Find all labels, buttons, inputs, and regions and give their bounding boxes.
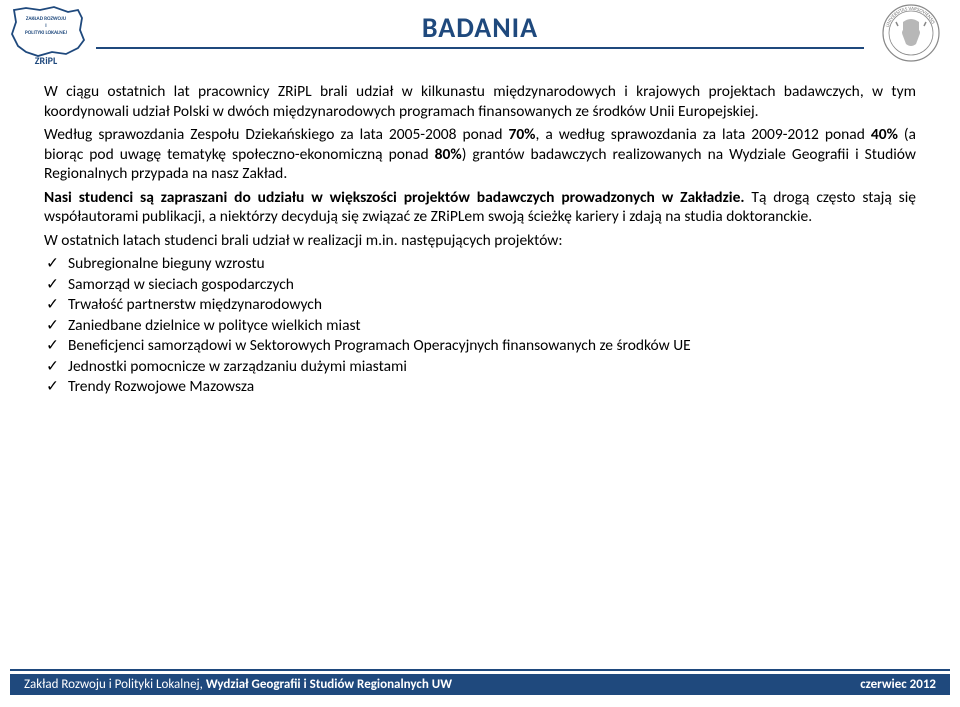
footer-date: czerwiec 2012 (860, 677, 936, 692)
page-title: BADANIA (0, 0, 960, 45)
check-icon: ✓ (46, 254, 59, 274)
check-icon: ✓ (46, 357, 59, 377)
footer-divider (10, 669, 950, 671)
list-item: ✓Beneficjenci samorządowi w Sektorowych … (46, 336, 916, 356)
check-icon: ✓ (46, 377, 59, 397)
footer-left: Zakład Rozwoju i Polityki Lokalnej, Wydz… (24, 677, 452, 692)
list-item: ✓Zaniedbane dzielnice w polityce wielkic… (46, 316, 916, 336)
title-underline (96, 47, 864, 49)
header: ZAKŁAD ROZWOJU I POLITYKI LOKALNEJ ZRiPL… (0, 0, 960, 68)
svg-text:ZRiPL: ZRiPL (35, 54, 58, 66)
footer: Zakład Rozwoju i Polityki Lokalnej, Wydz… (0, 669, 960, 695)
paragraph-stats: Według sprawozdania Zespołu Dziekańskieg… (44, 125, 916, 184)
check-icon: ✓ (46, 316, 59, 336)
logo-zripl: ZAKŁAD ROZWOJU I POLITYKI LOKALNEJ ZRiPL (8, 4, 90, 66)
body-content: W ciągu ostatnich lat pracownicy ZRiPL b… (0, 68, 960, 397)
check-icon: ✓ (46, 336, 59, 356)
footer-bar: Zakład Rozwoju i Polityki Lokalnej, Wydz… (10, 674, 950, 695)
paragraph-projects-lead: W ostatnich latach studenci brali udział… (44, 231, 916, 251)
list-item: ✓Trendy Rozwojowe Mazowsza (46, 377, 916, 397)
project-list: ✓Subregionalne bieguny wzrostu ✓Samorząd… (44, 254, 916, 397)
paragraph-intro: W ciągu ostatnich lat pracownicy ZRiPL b… (44, 82, 916, 121)
check-icon: ✓ (46, 295, 59, 315)
list-item: ✓Jednostki pomocnicze w zarządzaniu duży… (46, 357, 916, 377)
logo-university-seal: UNIVERSITAS VARSOVIENSIS (876, 2, 946, 64)
list-item: ✓Trwałość partnerstw międzynarodowych (46, 295, 916, 315)
paragraph-students: Nasi studenci są zapraszani do udziału w… (44, 188, 916, 227)
check-icon: ✓ (46, 275, 59, 295)
list-item: ✓Samorząd w sieciach gospodarczych (46, 275, 916, 295)
svg-text:POLITYKI LOKALNEJ: POLITYKI LOKALNEJ (25, 30, 67, 36)
list-item: ✓Subregionalne bieguny wzrostu (46, 254, 916, 274)
svg-text:ZAKŁAD ROZWOJU: ZAKŁAD ROZWOJU (26, 16, 67, 22)
svg-text:I: I (45, 23, 47, 29)
